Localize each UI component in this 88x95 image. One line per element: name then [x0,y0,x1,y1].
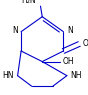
Text: N: N [67,26,73,35]
Text: NH: NH [70,71,82,80]
Text: N: N [12,26,18,35]
Text: HN: HN [3,71,14,80]
Text: OH: OH [62,57,74,66]
Text: H₂N: H₂N [21,0,36,5]
Text: O: O [83,39,88,48]
